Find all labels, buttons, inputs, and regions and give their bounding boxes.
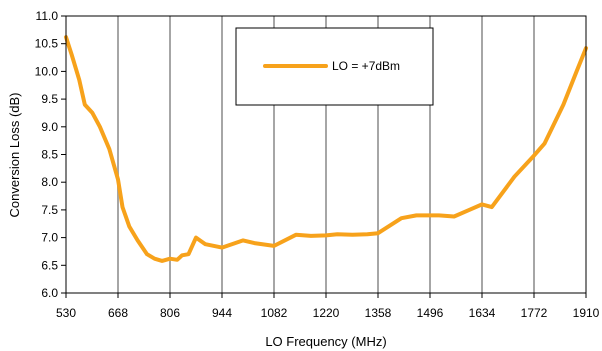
- y-tick-label: 9.0: [41, 120, 58, 134]
- x-tick-label: 806: [160, 306, 180, 320]
- y-tick-label: 11.0: [36, 9, 59, 23]
- legend-label: LO = +7dBm: [332, 59, 400, 73]
- x-tick-label: 1082: [261, 306, 288, 320]
- y-tick-label: 8.0: [41, 175, 58, 189]
- legend: LO = +7dBm: [235, 27, 434, 106]
- x-tick-label: 668: [108, 306, 128, 320]
- y-tick-label: 10.0: [35, 64, 59, 78]
- y-tick-label: 6.5: [41, 258, 58, 272]
- x-axis-title: LO Frequency (MHz): [265, 334, 386, 349]
- x-tick-label: 1910: [573, 306, 600, 320]
- x-tick-label: 944: [212, 306, 232, 320]
- series-line: [64, 35, 588, 263]
- y-tick-label: 6.0: [41, 286, 58, 300]
- x-tick-label: 530: [56, 306, 76, 320]
- series-layer: [64, 35, 588, 263]
- y-tick-label: 7.0: [41, 231, 58, 245]
- x-tick-label: 1220: [313, 306, 340, 320]
- y-tick-labels: 6.0 6.5 7.0 7.5 8.0 8.5 9.0 9.5 10.0 10.5 11.0: [35, 9, 66, 300]
- x-tick-label: 1496: [417, 306, 444, 320]
- y-tick-label: 10.5: [35, 37, 59, 51]
- y-tick-label: 7.5: [41, 203, 58, 217]
- y-axis-title: Conversion Loss (dB): [7, 93, 22, 218]
- x-tick-label: 1772: [521, 306, 548, 320]
- x-tick-label: 1358: [365, 306, 392, 320]
- y-tick-label: 9.5: [41, 92, 58, 106]
- x-tick-labels: 530 668 806 944 1082 1220 1358 1496 1634 1772 1910: [56, 293, 600, 320]
- x-tick-label: 1634: [469, 306, 496, 320]
- y-tick-label: 8.5: [41, 148, 58, 162]
